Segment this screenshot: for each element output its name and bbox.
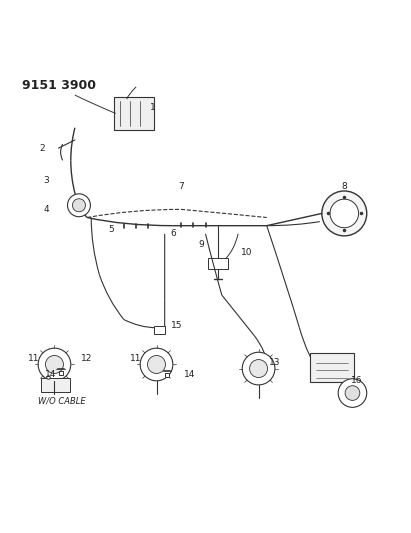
Text: 13: 13 xyxy=(269,358,281,367)
Text: W/O CABLE: W/O CABLE xyxy=(38,397,86,406)
Circle shape xyxy=(338,379,367,407)
Bar xyxy=(208,259,228,269)
Text: 5: 5 xyxy=(109,225,115,235)
Text: 8: 8 xyxy=(342,182,347,191)
FancyBboxPatch shape xyxy=(114,97,155,130)
Circle shape xyxy=(46,356,63,374)
Text: 6: 6 xyxy=(170,229,176,238)
Circle shape xyxy=(322,191,367,236)
Circle shape xyxy=(345,386,360,400)
Circle shape xyxy=(140,348,173,381)
Text: 3: 3 xyxy=(44,176,49,185)
FancyBboxPatch shape xyxy=(41,377,70,392)
Text: 11: 11 xyxy=(28,354,40,363)
Circle shape xyxy=(67,194,90,217)
Text: 16: 16 xyxy=(351,376,362,385)
Text: 9: 9 xyxy=(199,239,204,248)
Circle shape xyxy=(148,356,166,374)
Text: 10: 10 xyxy=(240,248,252,257)
Circle shape xyxy=(242,352,275,385)
Text: 14: 14 xyxy=(183,370,195,379)
Text: 9151 3900: 9151 3900 xyxy=(22,79,96,92)
Text: 11: 11 xyxy=(130,354,142,363)
FancyBboxPatch shape xyxy=(310,353,354,382)
Bar xyxy=(155,326,165,334)
Text: 1: 1 xyxy=(150,103,155,112)
Text: 2: 2 xyxy=(39,143,45,152)
Text: 14: 14 xyxy=(45,370,56,379)
Circle shape xyxy=(330,199,358,228)
Text: 7: 7 xyxy=(178,182,184,191)
Circle shape xyxy=(38,348,71,381)
Text: 15: 15 xyxy=(171,321,182,330)
Circle shape xyxy=(72,199,85,212)
Text: 12: 12 xyxy=(81,354,93,363)
Text: 4: 4 xyxy=(44,205,49,214)
Circle shape xyxy=(249,360,268,377)
